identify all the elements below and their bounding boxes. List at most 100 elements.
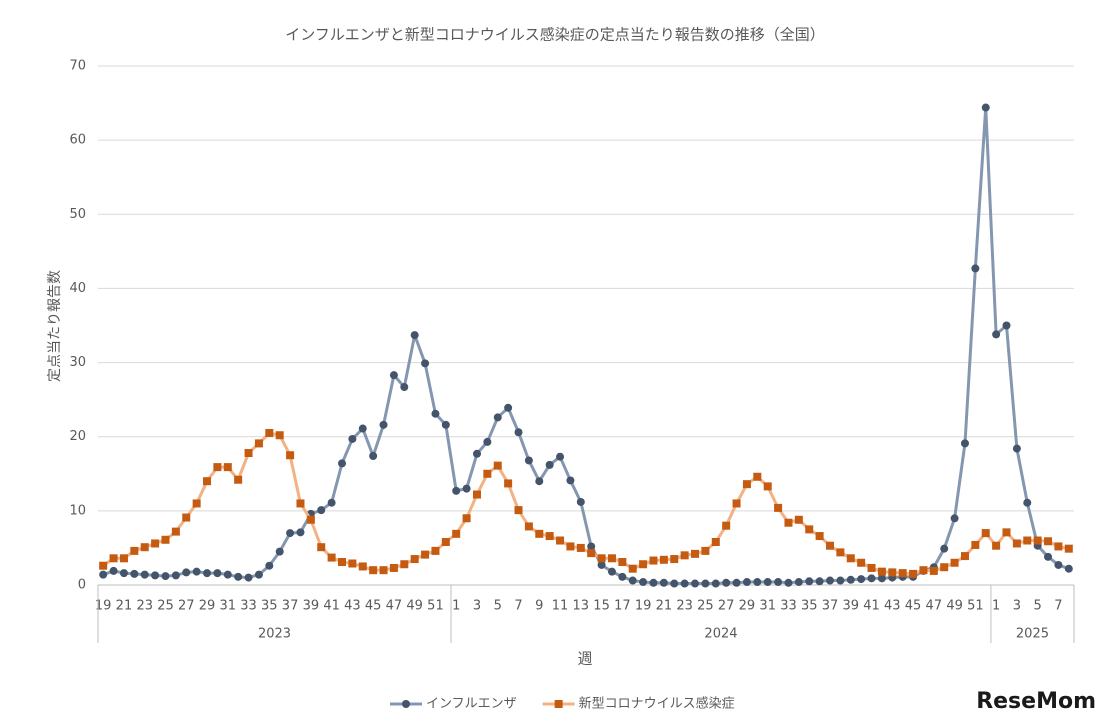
data-point (203, 569, 212, 578)
y-tick-label: 30 (69, 355, 86, 370)
data-point (1054, 560, 1063, 569)
data-point (410, 331, 419, 340)
data-point (213, 569, 222, 578)
data-point (587, 542, 596, 551)
watermark: ReseMom (976, 689, 1096, 714)
data-point (452, 486, 461, 495)
data-point (223, 463, 232, 472)
x-tick-label: 29 (739, 599, 756, 614)
x-tick-label: 21 (116, 599, 133, 614)
x-tick-label: 37 (822, 599, 839, 614)
x-tick-label: 17 (614, 599, 631, 614)
data-point (701, 579, 710, 588)
data-point (524, 522, 533, 531)
data-point (483, 469, 492, 478)
data-point (784, 578, 793, 587)
data-point (265, 429, 274, 438)
data-point (504, 403, 513, 412)
data-point (566, 542, 575, 551)
data-point (628, 564, 637, 573)
data-point (877, 567, 886, 576)
data-point (722, 578, 731, 587)
data-point (992, 330, 1001, 339)
x-tick-label: 21 (656, 599, 673, 614)
data-point (535, 529, 544, 538)
data-point (659, 578, 668, 587)
data-point (1012, 444, 1021, 453)
data-point (670, 555, 679, 564)
data-point (535, 477, 544, 486)
data-point (556, 536, 565, 545)
data-point (99, 570, 108, 579)
data-point (379, 420, 388, 429)
data-point (971, 264, 980, 273)
data-point (348, 559, 357, 568)
series-line (102, 431, 1070, 576)
legend-marker (402, 700, 410, 708)
x-axis-title: 週 (577, 650, 592, 668)
data-point (1064, 544, 1073, 553)
data-point (524, 456, 533, 465)
data-point (1023, 498, 1032, 507)
data-point (649, 578, 658, 587)
data-point (286, 451, 295, 460)
y-tick-label: 50 (69, 207, 86, 222)
data-point (753, 472, 762, 481)
data-point (607, 567, 616, 576)
x-tick-label: 3 (473, 599, 481, 614)
x-tick-label: 25 (157, 599, 174, 614)
y-tick-label: 20 (69, 429, 86, 444)
y-tick-label: 0 (78, 578, 86, 593)
x-tick-label: 3 (1013, 599, 1021, 614)
data-point (981, 103, 990, 112)
x-tick-label: 51 (427, 599, 444, 614)
data-point (192, 499, 201, 508)
data-point (286, 529, 295, 538)
data-point (171, 527, 180, 536)
data-point (234, 572, 243, 581)
data-point (711, 579, 720, 588)
x-tick-label: 45 (365, 599, 382, 614)
data-point (992, 541, 1001, 550)
data-point (452, 529, 461, 538)
data-point (140, 543, 149, 552)
data-point (244, 449, 253, 458)
data-point (493, 413, 502, 422)
data-point (774, 578, 783, 587)
data-point (784, 518, 793, 527)
data-point (867, 563, 876, 572)
data-point (805, 577, 814, 586)
data-point (493, 461, 502, 470)
data-point (514, 428, 523, 437)
data-point (722, 521, 731, 530)
data-point (857, 558, 866, 567)
data-point (338, 459, 346, 468)
x-tick-label: 35 (261, 599, 278, 614)
data-point (130, 569, 139, 578)
data-point (639, 560, 648, 569)
data-point (940, 544, 949, 553)
data-point (421, 359, 430, 368)
data-point (846, 575, 855, 584)
y-tick-label: 10 (69, 503, 86, 518)
legend-label: 新型コロナウイルス感染症 (579, 696, 735, 712)
data-point (950, 514, 959, 523)
data-point (161, 535, 170, 544)
data-point (587, 549, 596, 558)
x-tick-label: 43 (884, 599, 901, 614)
x-tick-label: 33 (780, 599, 797, 614)
data-point (971, 540, 980, 549)
data-point (431, 546, 440, 555)
data-point (275, 431, 284, 440)
data-point (545, 460, 554, 469)
data-point (182, 568, 191, 577)
data-point (618, 572, 627, 581)
data-point (628, 576, 637, 585)
data-point (171, 571, 180, 580)
x-tick-label: 41 (863, 599, 880, 614)
x-tick-label: 19 (95, 599, 112, 614)
y-tick-label: 70 (69, 59, 86, 74)
data-point (815, 532, 824, 541)
x-tick-label: 43 (344, 599, 361, 614)
data-point (940, 563, 949, 572)
